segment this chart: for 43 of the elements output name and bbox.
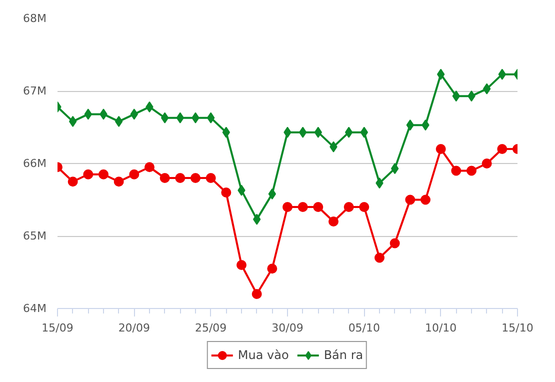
point: [497, 144, 508, 154]
x-tick-label: 20/09: [118, 322, 150, 334]
point: [252, 289, 262, 299]
point: [482, 158, 492, 168]
point: [390, 238, 400, 248]
point: [144, 162, 154, 172]
point: [420, 194, 430, 205]
x-tick-label: 30/09: [272, 322, 304, 334]
point: [98, 169, 108, 180]
y-tick-label: 68M: [23, 12, 47, 25]
y-tick-label: 67M: [23, 84, 47, 98]
point: [236, 260, 246, 270]
point: [328, 216, 338, 226]
point: [129, 169, 140, 180]
point: [451, 166, 462, 176]
point: [298, 202, 308, 212]
point: [68, 176, 78, 187]
x-tick-label: 15/09: [42, 322, 74, 334]
x-tick-label: 25/09: [194, 322, 227, 334]
point: [405, 194, 416, 205]
point: [206, 173, 216, 183]
point: [344, 202, 354, 212]
legend-label: Bán ra: [324, 348, 364, 362]
point: [267, 264, 278, 274]
point: [436, 144, 446, 154]
legend-label: Mua vào: [238, 348, 289, 362]
x-tick-label: 10/10: [424, 322, 457, 334]
y-tick-label: 66M: [23, 157, 47, 170]
point: [282, 202, 292, 212]
point: [175, 173, 186, 183]
point: [160, 173, 170, 183]
point: [114, 176, 124, 187]
point: [313, 202, 324, 212]
point: [83, 169, 94, 180]
point: [466, 166, 476, 176]
point: [190, 173, 200, 183]
x-tick-label: 05/10: [348, 322, 380, 334]
x-tick-label: 15/10: [502, 322, 534, 334]
y-tick-label: 65M: [23, 230, 47, 242]
y-tick-label: 64M: [23, 302, 47, 315]
point: [359, 202, 370, 212]
point: [221, 188, 232, 198]
point: [374, 252, 384, 263]
